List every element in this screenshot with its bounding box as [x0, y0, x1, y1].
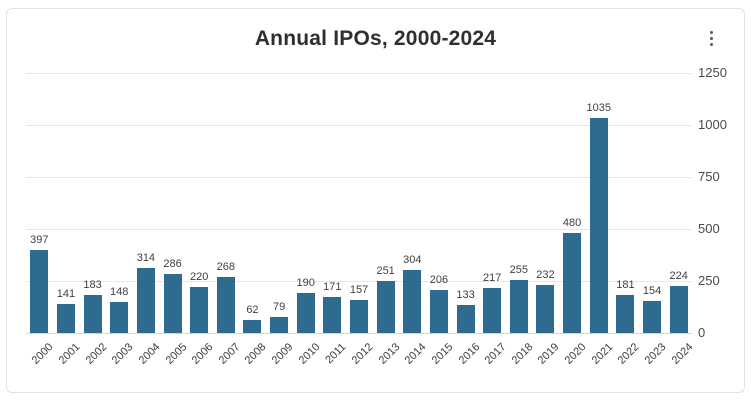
x-axis-tick-label: 2011 [323, 341, 349, 367]
bar-value-label: 397 [30, 234, 49, 247]
bar-value-label: 232 [536, 268, 555, 281]
x-axis-tick-label: 2015 [429, 341, 456, 367]
plot-area: 0 250 500 750 1000 1250 397 2000 141 2001 183 2002 1… [7, 9, 746, 394]
bar-2024[interactable] [669, 286, 688, 333]
x-axis-tick-label: 2004 [136, 341, 163, 367]
kebab-menu-icon[interactable] [702, 25, 720, 51]
x-axis-tick-label: 2007 [216, 341, 243, 367]
bar-2023[interactable] [643, 300, 662, 333]
x-axis-tick-label: 2013 [376, 341, 403, 367]
bar-value-label: 304 [403, 253, 422, 266]
bar-value-label: 157 [349, 284, 369, 297]
bar-value-label: 220 [189, 271, 209, 284]
x-axis-tick-label: 2021 [589, 341, 616, 367]
x-axis-tick-label: 2006 [189, 341, 216, 367]
x-axis-tick-label: 2022 [616, 341, 642, 367]
bar-2001[interactable] [56, 303, 75, 333]
y-axis-tick-label: 500 [698, 221, 720, 236]
bar-value-label: 183 [83, 278, 102, 291]
x-axis-tick-label: 2003 [109, 341, 136, 367]
bar-value-label: 480 [562, 217, 582, 230]
bar-2003[interactable] [110, 302, 129, 333]
bar-2012[interactable] [350, 300, 368, 333]
x-axis-tick-label: 2008 [243, 341, 269, 367]
bar-2011[interactable] [323, 297, 342, 333]
bar-value-label: 62 [246, 304, 259, 317]
x-axis-tick-label: 2019 [536, 341, 562, 367]
bar-value-label: 314 [136, 251, 156, 264]
x-axis-tick-label: 2017 [482, 341, 509, 367]
bar-value-label: 148 [110, 286, 129, 299]
bar-2021[interactable] [589, 117, 608, 333]
gridline-0 [26, 333, 692, 334]
bar-2009[interactable] [270, 316, 289, 333]
bar-2005[interactable] [163, 273, 182, 333]
x-axis-tick-label: 2002 [83, 341, 110, 367]
bar-2020[interactable] [563, 233, 582, 333]
bar-2006[interactable] [190, 287, 209, 333]
x-axis-tick-label: 2001 [56, 341, 83, 367]
bar-2018[interactable] [509, 279, 528, 333]
x-axis-tick-label: 2005 [163, 341, 190, 367]
bar-value-label: 268 [216, 261, 235, 274]
bar-value-label: 190 [296, 277, 315, 290]
x-axis-tick-label: 2009 [269, 341, 296, 367]
bar-value-label: 133 [456, 289, 475, 302]
x-axis-tick-label: 2023 [642, 341, 669, 367]
bar-value-label: 181 [616, 279, 635, 292]
bar-2016[interactable] [456, 305, 475, 333]
bar-2013[interactable] [376, 280, 395, 333]
bar-2002[interactable] [83, 294, 102, 333]
bar-value-label: 154 [642, 284, 662, 297]
bar-value-label: 255 [509, 263, 529, 276]
bar-2004[interactable] [136, 267, 155, 333]
bar-value-label: 217 [483, 271, 502, 284]
bar-value-label: 1035 [586, 101, 611, 114]
x-axis-tick-label: 2000 [29, 341, 56, 367]
bar-2017[interactable] [483, 287, 502, 333]
y-axis-tick-label: 1000 [698, 117, 727, 132]
bar-value-label: 171 [323, 281, 342, 294]
bar-2007[interactable] [216, 277, 235, 333]
chart-card: Annual IPOs, 2000-2024 0 250 500 750 1000 125… [6, 8, 745, 393]
gridline-750 [26, 177, 692, 178]
x-axis-tick-label: 2018 [509, 341, 536, 367]
y-axis-tick-label: 1250 [698, 65, 727, 80]
x-axis-tick-label: 2020 [562, 341, 589, 367]
bar-2014[interactable] [403, 269, 422, 333]
bar-value-label: 251 [376, 264, 395, 277]
bar-2022[interactable] [616, 295, 635, 333]
bar-value-label: 224 [669, 270, 688, 283]
x-axis-tick-label: 2016 [456, 341, 483, 367]
bar-2015[interactable] [429, 290, 448, 333]
bar-value-label: 79 [272, 300, 286, 313]
gridline-1250 [26, 73, 692, 74]
y-axis-tick-label: 750 [698, 169, 720, 184]
y-axis-tick-label: 250 [698, 273, 720, 288]
x-axis-tick-label: 2024 [669, 341, 696, 367]
bar-value-label: 141 [56, 287, 76, 300]
x-axis-tick-label: 2010 [296, 341, 323, 367]
x-axis-tick-label: 2014 [402, 341, 429, 367]
bar-value-label: 286 [163, 257, 182, 270]
chart-title: Annual IPOs, 2000-2024 [254, 27, 497, 50]
bar-2000[interactable] [30, 250, 49, 333]
x-axis-tick-label: 2012 [349, 341, 376, 367]
bar-2008[interactable] [243, 320, 262, 333]
bar-2010[interactable] [296, 293, 315, 333]
gridline-500 [26, 229, 692, 230]
y-axis-tick-label: 0 [698, 325, 706, 340]
bar-2019[interactable] [536, 284, 555, 333]
gridline-250 [26, 281, 692, 282]
gridline-1000 [26, 125, 692, 126]
bar-value-label: 206 [429, 274, 449, 287]
